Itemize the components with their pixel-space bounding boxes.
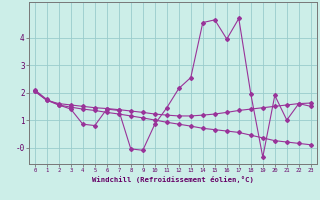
- X-axis label: Windchill (Refroidissement éolien,°C): Windchill (Refroidissement éolien,°C): [92, 176, 254, 183]
